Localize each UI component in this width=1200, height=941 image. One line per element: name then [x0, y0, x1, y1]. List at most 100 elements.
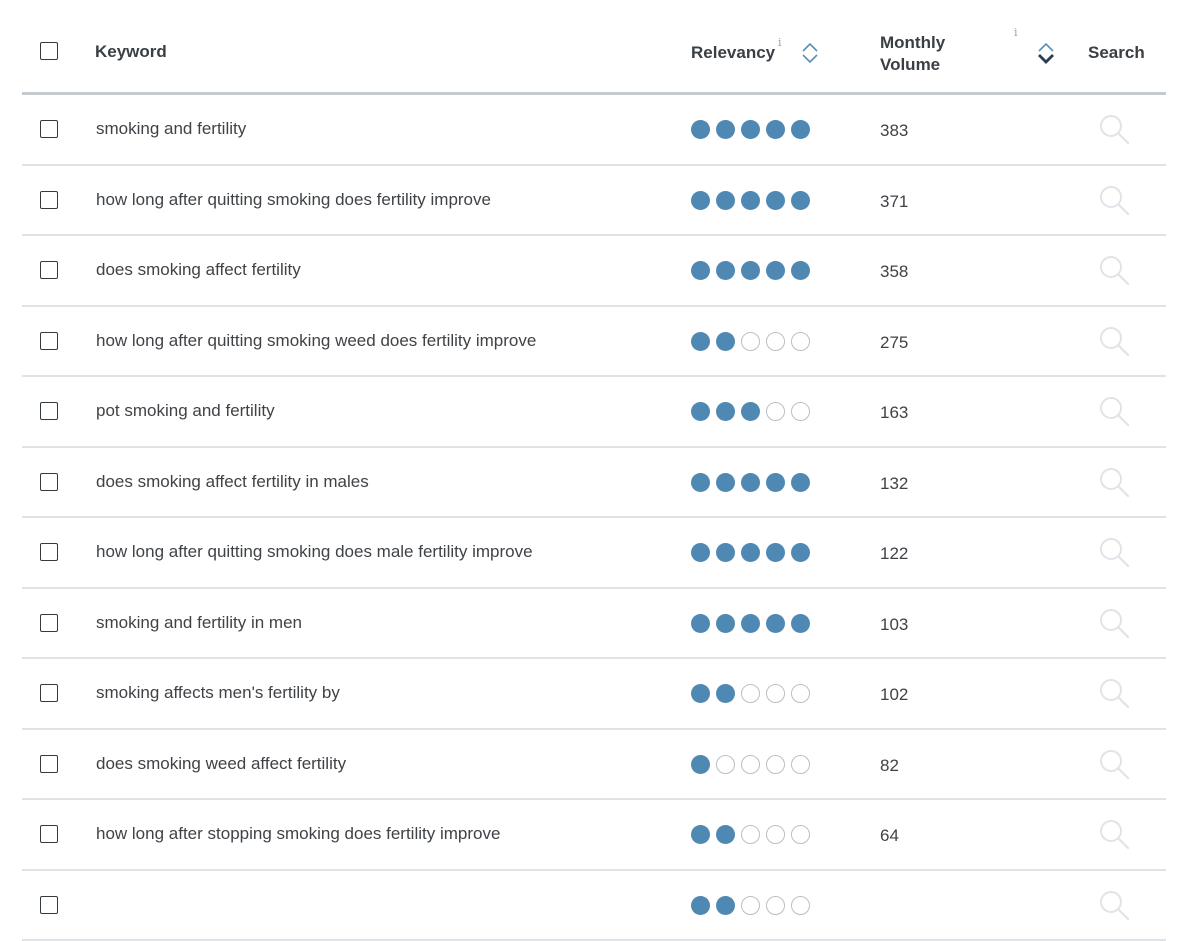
search-icon[interactable]: [1098, 466, 1130, 498]
relevancy-dot-empty: [741, 332, 760, 351]
row-checkbox[interactable]: [40, 261, 58, 279]
relevancy-dot-filled: [691, 332, 710, 351]
relevancy-dot-empty: [741, 896, 760, 915]
relevancy-dot-filled: [691, 825, 710, 844]
relevancy-dot-empty: [766, 332, 785, 351]
row-checkbox[interactable]: [40, 825, 58, 843]
relevancy-dot-filled: [741, 614, 760, 633]
monthly-volume-column-header: Monthly Volume: [880, 32, 970, 76]
search-icon[interactable]: [1098, 607, 1130, 639]
relevancy-dot-filled: [741, 261, 760, 280]
relevancy-dot-filled: [691, 684, 710, 703]
relevancy-dot-empty: [766, 755, 785, 774]
search-icon[interactable]: [1098, 395, 1130, 427]
relevancy-dot-empty: [791, 825, 810, 844]
monthly-volume-value: 64: [880, 826, 899, 846]
keyword-text: smoking and fertility in men: [96, 613, 302, 633]
monthly-volume-value: 163: [880, 403, 908, 423]
table-row: how long after quitting smoking does mal…: [22, 518, 1166, 589]
relevancy-dot-filled: [716, 684, 735, 703]
keyword-text: smoking affects men's fertility by: [96, 683, 340, 703]
row-checkbox[interactable]: [40, 896, 58, 914]
search-icon[interactable]: [1098, 536, 1130, 568]
relevancy-dot-empty: [741, 825, 760, 844]
keyword-text: how long after quitting smoking weed doe…: [96, 331, 536, 351]
table-row: [22, 871, 1166, 941]
relevancy-dot-filled: [791, 614, 810, 633]
relevancy-dot-filled: [791, 191, 810, 210]
relevancy-column-header: Relevancy: [691, 43, 775, 63]
row-checkbox[interactable]: [40, 191, 58, 209]
row-checkbox[interactable]: [40, 543, 58, 561]
search-icon[interactable]: [1098, 677, 1130, 709]
relevancy-rating: [691, 332, 810, 351]
relevancy-dot-filled: [791, 120, 810, 139]
relevancy-rating: [691, 402, 810, 421]
keyword-text: smoking and fertility: [96, 119, 246, 139]
table-row: does smoking affect fertility in males 13…: [22, 448, 1166, 519]
keyword-text: does smoking affect fertility in males: [96, 472, 369, 492]
relevancy-dot-filled: [716, 473, 735, 492]
search-icon[interactable]: [1098, 113, 1130, 145]
relevancy-dot-empty: [766, 684, 785, 703]
relevancy-rating: [691, 120, 810, 139]
relevancy-rating: [691, 684, 810, 703]
row-checkbox[interactable]: [40, 684, 58, 702]
search-icon[interactable]: [1098, 889, 1130, 921]
relevancy-dot-filled: [791, 543, 810, 562]
monthly-volume-value: 132: [880, 474, 908, 494]
row-checkbox[interactable]: [40, 614, 58, 632]
table-row: does smoking affect fertility 358: [22, 236, 1166, 307]
search-icon[interactable]: [1098, 748, 1130, 780]
search-icon[interactable]: [1098, 254, 1130, 286]
keyword-text: how long after stopping smoking does fer…: [96, 824, 500, 844]
relevancy-sort-icon[interactable]: [800, 39, 820, 67]
row-checkbox[interactable]: [40, 402, 58, 420]
table-row: how long after stopping smoking does fer…: [22, 800, 1166, 871]
relevancy-dot-filled: [766, 473, 785, 492]
relevancy-dot-filled: [766, 614, 785, 633]
keyword-text: does smoking affect fertility: [96, 260, 301, 280]
relevancy-rating: [691, 261, 810, 280]
keyword-column-header: Keyword: [95, 42, 167, 62]
monthly-volume-value: 358: [880, 262, 908, 282]
relevancy-rating: [691, 614, 810, 633]
row-checkbox[interactable]: [40, 755, 58, 773]
relevancy-rating: [691, 191, 810, 210]
monthly-volume-value: 371: [880, 192, 908, 212]
relevancy-dot-filled: [741, 402, 760, 421]
keyword-text: does smoking weed affect fertility: [96, 754, 346, 774]
relevancy-rating: [691, 896, 810, 915]
relevancy-rating: [691, 473, 810, 492]
select-all-checkbox[interactable]: [40, 42, 58, 60]
table-body: smoking and fertility 383 how long after q…: [22, 95, 1166, 941]
monthly-volume-value: 383: [880, 121, 908, 141]
search-icon[interactable]: [1098, 184, 1130, 216]
row-checkbox[interactable]: [40, 473, 58, 491]
relevancy-dot-empty: [766, 825, 785, 844]
volume-sort-icon[interactable]: [1036, 39, 1056, 67]
relevancy-dot-filled: [691, 120, 710, 139]
search-icon[interactable]: [1098, 325, 1130, 357]
relevancy-rating: [691, 543, 810, 562]
monthly-volume-value: 122: [880, 544, 908, 564]
relevancy-dot-filled: [716, 896, 735, 915]
search-column-header: Search: [1088, 43, 1145, 63]
relevancy-dot-filled: [716, 543, 735, 562]
relevancy-dot-filled: [691, 191, 710, 210]
relevancy-dot-empty: [741, 755, 760, 774]
search-icon[interactable]: [1098, 818, 1130, 850]
relevancy-dot-filled: [716, 825, 735, 844]
relevancy-info-icon[interactable]: i: [778, 36, 782, 49]
relevancy-dot-empty: [741, 684, 760, 703]
monthly-volume-value: 275: [880, 333, 908, 353]
relevancy-dot-empty: [766, 402, 785, 421]
relevancy-dot-filled: [766, 120, 785, 139]
row-checkbox[interactable]: [40, 120, 58, 138]
relevancy-dot-empty: [791, 755, 810, 774]
volume-info-icon[interactable]: i: [1014, 26, 1018, 39]
relevancy-dot-filled: [716, 120, 735, 139]
row-checkbox[interactable]: [40, 332, 58, 350]
